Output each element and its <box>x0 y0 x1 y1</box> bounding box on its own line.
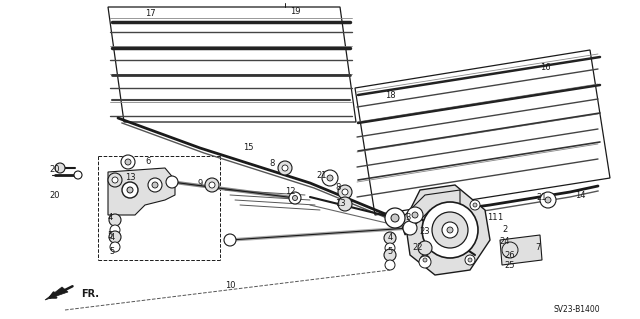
Text: 5: 5 <box>109 248 115 256</box>
Text: 4: 4 <box>109 233 115 241</box>
Text: 19: 19 <box>290 8 300 17</box>
Circle shape <box>384 232 396 244</box>
Circle shape <box>289 192 301 204</box>
Text: SV23-B1400: SV23-B1400 <box>554 306 600 315</box>
Circle shape <box>447 227 453 233</box>
Text: FR.: FR. <box>81 289 99 299</box>
Text: 20: 20 <box>50 166 60 174</box>
Circle shape <box>384 249 396 261</box>
Circle shape <box>292 196 298 201</box>
Circle shape <box>412 212 418 218</box>
Circle shape <box>473 203 477 207</box>
Text: 12: 12 <box>285 188 295 197</box>
Circle shape <box>432 212 468 248</box>
Circle shape <box>418 241 432 255</box>
Text: 26: 26 <box>505 250 515 259</box>
Circle shape <box>278 161 292 175</box>
Text: 15: 15 <box>243 144 253 152</box>
Text: 22: 22 <box>413 243 423 253</box>
Text: 4: 4 <box>387 234 392 242</box>
Circle shape <box>422 202 478 258</box>
Text: 8: 8 <box>269 160 275 168</box>
Text: 25: 25 <box>505 261 515 270</box>
Text: 10: 10 <box>225 280 236 290</box>
Circle shape <box>112 177 118 183</box>
Text: 3: 3 <box>405 213 411 222</box>
Circle shape <box>342 189 348 195</box>
Text: 17: 17 <box>145 10 156 19</box>
Text: 16: 16 <box>540 63 550 72</box>
Polygon shape <box>45 287 68 300</box>
Text: 6: 6 <box>145 158 150 167</box>
Polygon shape <box>500 235 542 265</box>
Circle shape <box>420 255 430 265</box>
Circle shape <box>125 159 131 165</box>
Circle shape <box>470 200 480 210</box>
Polygon shape <box>108 168 175 215</box>
Text: 24: 24 <box>500 238 510 247</box>
Circle shape <box>209 182 215 188</box>
Circle shape <box>385 208 405 228</box>
Text: 4: 4 <box>108 213 113 222</box>
Text: 18: 18 <box>385 91 396 100</box>
Circle shape <box>109 214 121 226</box>
Text: 2: 2 <box>502 226 508 234</box>
Circle shape <box>391 214 399 222</box>
Circle shape <box>152 182 158 188</box>
Circle shape <box>545 197 551 203</box>
Text: 20: 20 <box>50 190 60 199</box>
Circle shape <box>110 225 120 235</box>
Text: 23: 23 <box>420 227 430 236</box>
Circle shape <box>282 165 288 171</box>
Circle shape <box>442 222 458 238</box>
Text: 14: 14 <box>575 190 585 199</box>
Circle shape <box>122 182 138 198</box>
Circle shape <box>385 243 395 253</box>
Circle shape <box>121 155 135 169</box>
Circle shape <box>205 178 219 192</box>
Circle shape <box>127 187 133 193</box>
Text: 8: 8 <box>335 183 340 192</box>
Polygon shape <box>355 50 610 215</box>
Circle shape <box>322 170 338 186</box>
Circle shape <box>108 173 122 187</box>
Text: 7: 7 <box>535 243 541 253</box>
Circle shape <box>55 163 65 173</box>
Circle shape <box>110 242 120 252</box>
Polygon shape <box>400 190 460 235</box>
Circle shape <box>148 178 162 192</box>
Circle shape <box>166 176 178 188</box>
Circle shape <box>423 258 427 262</box>
Circle shape <box>540 192 556 208</box>
Circle shape <box>419 256 431 268</box>
Polygon shape <box>405 185 490 275</box>
Text: 9: 9 <box>197 179 203 188</box>
Text: 21: 21 <box>317 170 327 180</box>
Circle shape <box>468 258 472 262</box>
Circle shape <box>403 221 417 235</box>
Circle shape <box>465 255 475 265</box>
Circle shape <box>74 171 82 179</box>
Text: 1: 1 <box>497 213 502 222</box>
Circle shape <box>327 175 333 181</box>
Text: 13: 13 <box>125 173 135 182</box>
Circle shape <box>502 242 518 258</box>
Text: 5: 5 <box>108 231 113 240</box>
Text: 5: 5 <box>387 248 392 256</box>
Circle shape <box>385 260 395 270</box>
Circle shape <box>109 231 121 243</box>
Circle shape <box>407 207 423 223</box>
Text: 13: 13 <box>335 198 346 207</box>
Circle shape <box>338 197 352 211</box>
Circle shape <box>224 234 236 246</box>
Circle shape <box>338 185 352 199</box>
Text: 11: 11 <box>487 213 497 222</box>
Polygon shape <box>108 7 356 122</box>
Text: 21: 21 <box>537 192 547 202</box>
